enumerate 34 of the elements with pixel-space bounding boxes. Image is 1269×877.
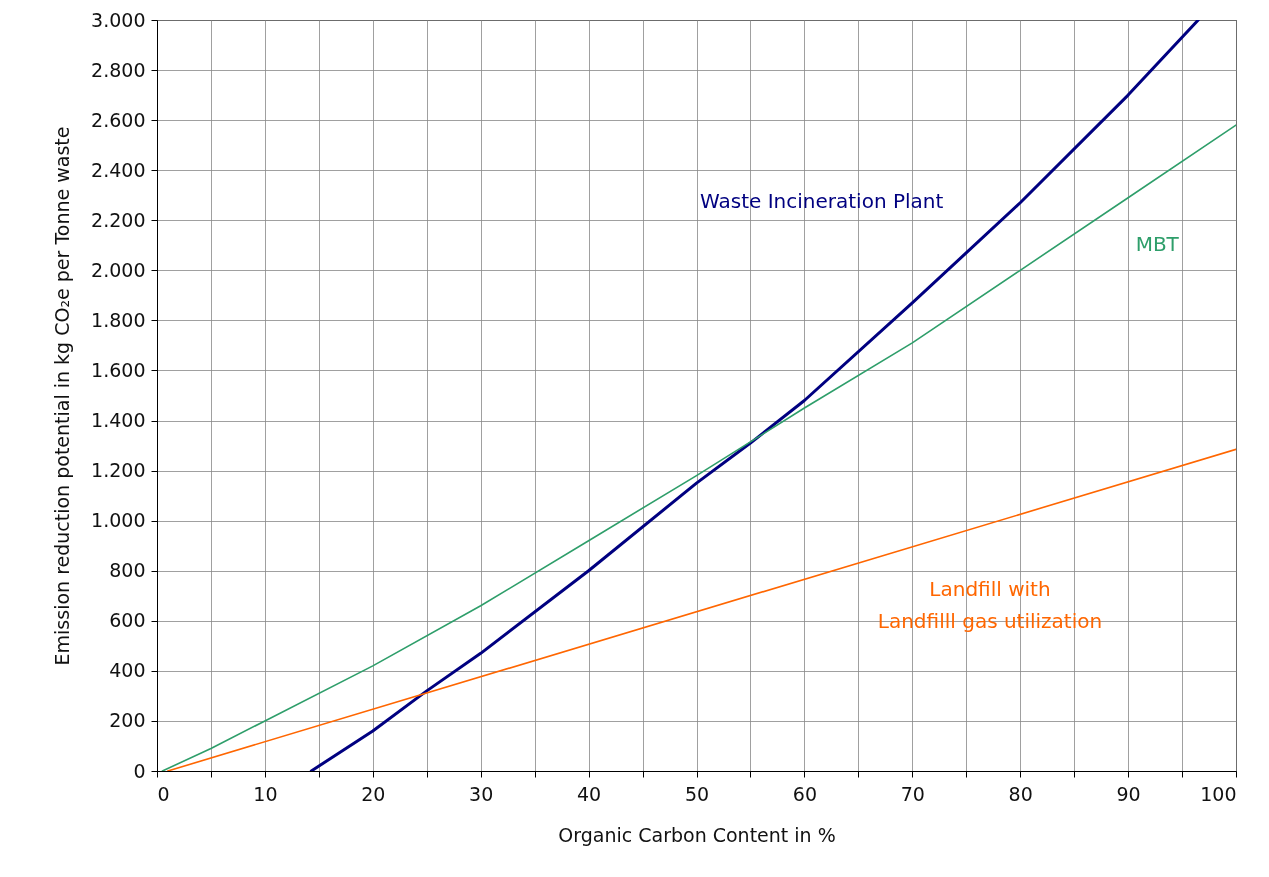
y-tick-label: 1.400 bbox=[91, 409, 146, 432]
x-tick-label: 70 bbox=[900, 782, 925, 805]
x-tick-label: 90 bbox=[1116, 782, 1141, 805]
y-tick-label: 400 bbox=[109, 659, 146, 682]
x-axis-title: Organic Carbon Content in % bbox=[558, 823, 836, 846]
x-tick-label: 20 bbox=[361, 782, 386, 805]
x-tick-label: 40 bbox=[577, 782, 602, 805]
x-tick-label: 50 bbox=[684, 782, 710, 805]
y-tick-label: 2.200 bbox=[91, 208, 146, 231]
x-tick-label: 60 bbox=[792, 782, 817, 805]
line-series bbox=[161, 124, 1236, 771]
series-label: Landfill with Landfilll gas utilization bbox=[877, 576, 1103, 633]
series-label: MBT bbox=[1135, 232, 1180, 257]
text: Waste Incineration Plant bbox=[700, 188, 944, 213]
y-tick-label: 1.800 bbox=[91, 308, 146, 331]
y-tick-label: 3.000 bbox=[91, 8, 146, 31]
y-tick-label: 1.000 bbox=[91, 509, 146, 532]
x-tick-label: 0 bbox=[157, 782, 170, 805]
x-tick-label: 100 bbox=[1200, 782, 1237, 805]
y-tick-label: 0 bbox=[133, 759, 146, 782]
y-tick-label: 1.600 bbox=[91, 358, 146, 381]
y-tick-label: 1.200 bbox=[91, 459, 146, 482]
y-tick-label: 2.600 bbox=[91, 108, 146, 131]
y-tick-label: 600 bbox=[109, 609, 146, 632]
y-tick-label: 800 bbox=[109, 559, 146, 582]
y-axis-title: Emission reduction potential in kg CO₂e per Tonne waste bbox=[51, 126, 74, 666]
x-tick-label: 80 bbox=[1008, 782, 1033, 805]
x-tick-label: 10 bbox=[253, 782, 278, 805]
y-tick-label: 2.400 bbox=[91, 158, 146, 181]
line-series bbox=[309, 20, 1200, 771]
x-tick-label: 30 bbox=[469, 782, 494, 805]
y-tick-label: 2.000 bbox=[91, 258, 146, 281]
y-tick-label: 200 bbox=[109, 709, 146, 732]
y-tick-label: 2.800 bbox=[91, 58, 146, 81]
